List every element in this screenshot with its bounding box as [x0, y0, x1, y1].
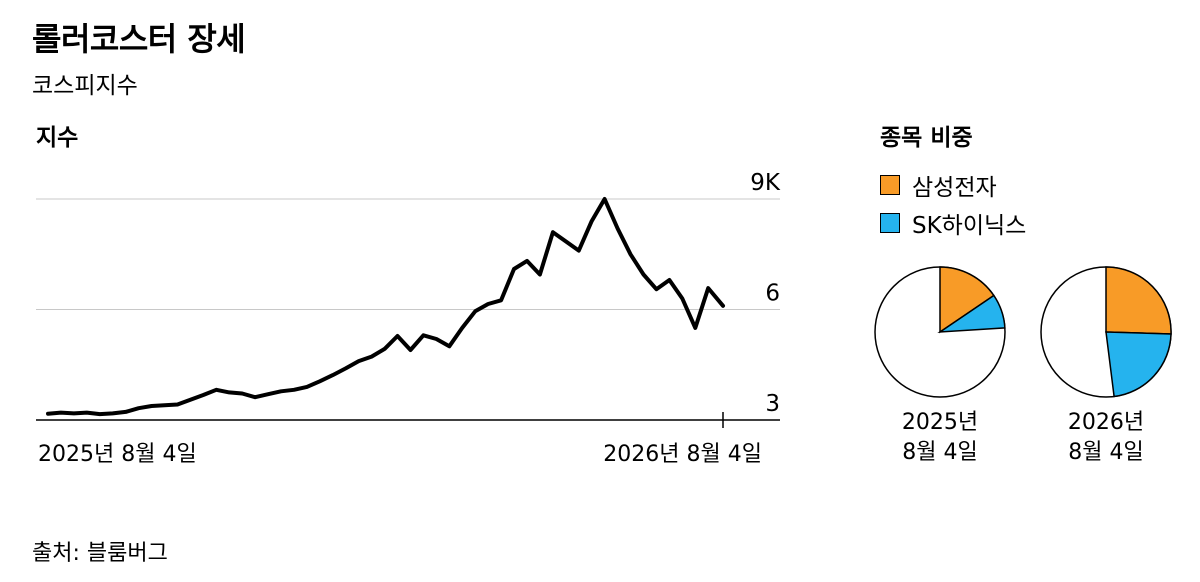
kospi-line	[46, 197, 725, 417]
legend-label-samsung: 삼성전자	[912, 175, 997, 201]
legend-label-skhynix: SK하이닉스	[912, 213, 1027, 239]
legend-item-skhynix: SK하이닉스	[880, 206, 1026, 240]
x-tick-label-start: 2025년 8월 4일	[38, 442, 197, 467]
chart-subtitle: 코스피지수	[32, 73, 138, 99]
x-tick-label-end: 2026년 8월 4일	[603, 442, 762, 467]
y-tick-label-9: 9K	[750, 170, 781, 196]
legend-swatch-skhynix	[880, 213, 900, 233]
y-tick-label-6: 6	[765, 281, 780, 307]
pie-1-slice-skhynix	[937, 294, 1006, 333]
pie-2-slice-samsung	[1105, 266, 1172, 335]
pie-label-2025-year: 2025년	[901, 410, 979, 435]
pie-label-2026-year: 2026년	[1067, 410, 1145, 435]
source-note: 출처: 블룸버그	[32, 541, 168, 566]
pie-label-2025-date: 8월 4일	[902, 440, 978, 465]
line-panel-title: 지수	[36, 125, 79, 151]
chart-title: 롤러코스터 장세	[32, 20, 246, 58]
legend-swatch-samsung	[880, 175, 900, 195]
y-tick-label-3: 3	[765, 391, 780, 417]
legend-item-samsung: 삼성전자	[880, 168, 997, 202]
pie-panel-title: 종목 비중	[880, 125, 973, 151]
pie-label-2025: 2025년 8월 4일	[870, 408, 1010, 468]
pie-label-2026: 2026년 8월 4일	[1036, 408, 1176, 468]
pie-1-slice-samsung	[939, 266, 995, 334]
pie-label-2026-date: 8월 4일	[1068, 440, 1144, 465]
pie-2-slice-skhynix	[1105, 331, 1172, 398]
